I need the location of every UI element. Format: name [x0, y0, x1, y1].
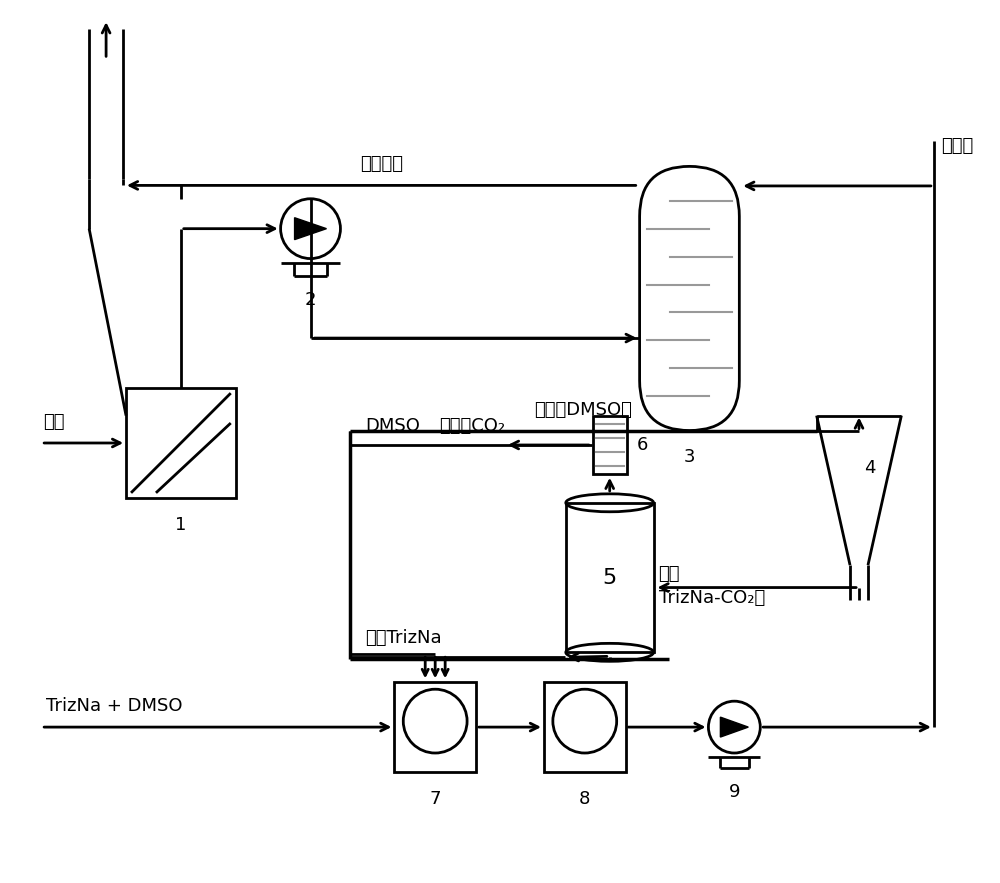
- Text: TrizNa-CO₂盐: TrizNa-CO₂盐: [659, 590, 765, 608]
- Bar: [593, 416, 627, 474]
- Text: 4: 4: [864, 459, 875, 477]
- Text: 8: 8: [579, 790, 590, 808]
- Text: 洁净烟气: 洁净烟气: [360, 155, 403, 173]
- Text: 再生TrizNa: 再生TrizNa: [365, 630, 442, 647]
- Text: 5: 5: [603, 568, 617, 587]
- Text: 9: 9: [729, 783, 740, 801]
- Text: 滤渣: 滤渣: [659, 564, 680, 583]
- Text: 3: 3: [684, 449, 695, 466]
- Text: 高浓度CO₂: 高浓度CO₂: [439, 417, 505, 435]
- Bar: [566, 502, 654, 653]
- Text: 滤液（DMSO）: 滤液（DMSO）: [535, 401, 632, 419]
- Bar: [394, 683, 476, 772]
- Text: 2: 2: [305, 291, 316, 309]
- Bar: [126, 389, 236, 498]
- Bar: [544, 683, 626, 772]
- Text: DMSO: DMSO: [365, 417, 420, 435]
- Text: 6: 6: [637, 436, 648, 454]
- Text: TrizNa + DMSO: TrizNa + DMSO: [46, 698, 183, 715]
- Text: 烟气: 烟气: [43, 413, 65, 431]
- Polygon shape: [720, 717, 748, 737]
- Polygon shape: [295, 218, 326, 239]
- Text: 吸收剂: 吸收剂: [941, 138, 973, 155]
- Text: 1: 1: [175, 516, 187, 533]
- Text: 7: 7: [429, 790, 441, 808]
